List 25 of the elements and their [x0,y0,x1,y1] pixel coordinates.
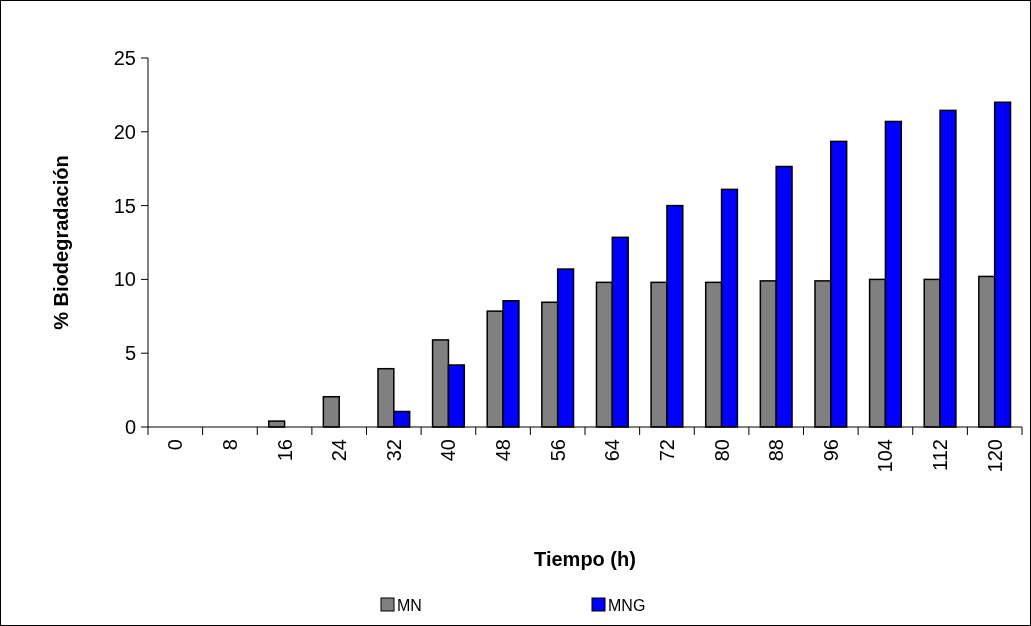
x-tick-label: 88 [765,439,788,462]
x-tick-label: 48 [492,439,515,462]
x-tick-label: 56 [546,439,569,462]
y-axis-title: % Biodegradación [50,155,72,330]
x-tick-label: 112 [929,439,952,471]
x-tick-label: 16 [273,439,296,462]
x-tick-label: 64 [601,439,624,462]
x-tick-label: 72 [655,439,678,462]
y-tick-label: 10 [113,268,136,291]
x-tick-label: 80 [710,439,733,462]
x-tick-label: 0 [164,439,187,451]
x-tick-label: 40 [437,439,460,462]
x-tick-label: 8 [218,439,241,451]
legend-label: MNG [608,596,646,614]
x-tick-label: 24 [328,439,351,462]
y-tick-label: 5 [124,342,136,365]
x-tick-label: 120 [983,439,1006,473]
x-axis-title: Tiempo (h) [534,548,636,570]
x-tick-label: 96 [819,439,842,462]
y-tick-label: 20 [113,120,136,143]
legend-label: MN [397,596,422,614]
y-tick-label: 15 [113,194,136,217]
x-tick-label: 104 [874,439,897,473]
x-tick-label: 32 [382,439,405,462]
y-tick-label: 25 [113,47,136,69]
